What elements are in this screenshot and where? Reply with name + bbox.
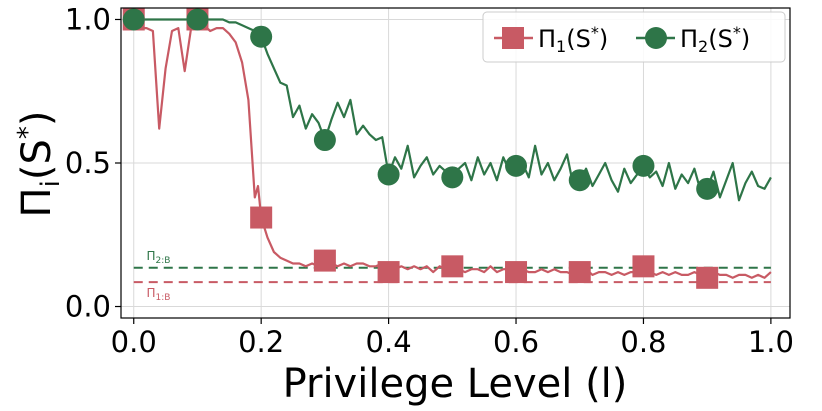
y-tick-label: 0.5: [65, 146, 111, 180]
series-2-marker: [313, 129, 336, 152]
legend-subscript-series-2: 2: [698, 37, 708, 56]
series-2-marker: [568, 169, 591, 192]
legend-superscript-series-2: *: [733, 23, 741, 42]
legend-marker-circle: [645, 27, 667, 49]
y-axis-label-symbol: Π: [14, 187, 60, 217]
legend-close-series-1: ): [599, 25, 608, 53]
series-2-marker: [377, 163, 400, 186]
y-axis-label-close: ): [14, 111, 60, 127]
series-1-marker: [313, 249, 336, 272]
series-2-marker: [632, 154, 655, 177]
series-1-marker: [250, 206, 273, 229]
series-2-marker: [505, 154, 528, 177]
legend-entry-series-2: Π2(S*): [636, 23, 750, 56]
legend-argument-series-2: (S: [708, 25, 733, 53]
legend-symbol-series-1: Π: [538, 25, 556, 53]
reference-label-symbol: Π: [146, 249, 155, 263]
reference-label-subscript: 2:B: [156, 256, 171, 266]
reference-label-subscript: 1:B: [156, 293, 171, 303]
series-1-marker: [696, 266, 719, 289]
x-tick-label: 0.4: [366, 325, 412, 359]
series-1-marker: [505, 261, 528, 284]
x-tick-label: 0.8: [620, 325, 666, 359]
series-markers: [122, 8, 719, 289]
x-tick-label: 0.0: [111, 325, 157, 359]
y-tick-label: 1.0: [65, 2, 111, 36]
legend: Π1(S*) Π2(S*): [482, 11, 786, 63]
series-line-2: [133, 18, 772, 202]
series-1-marker: [568, 261, 591, 284]
reference-label-series-2: Π2:B: [146, 249, 170, 266]
series-2-marker: [122, 8, 145, 31]
reference-label-series-1: Π1:B: [146, 286, 170, 303]
series-1-marker: [632, 255, 655, 278]
legend-entry-series-1: Π1(S*): [494, 23, 608, 56]
series-2-marker: [696, 177, 719, 200]
reference-label-symbol: Π: [146, 286, 155, 300]
legend-box: [482, 11, 786, 63]
series-2-marker: [186, 8, 209, 31]
legend-subscript-series-1: 1: [556, 37, 566, 56]
legend-symbol-series-2: Π: [680, 25, 698, 53]
legend-superscript-series-1: *: [591, 23, 599, 42]
legend-close-series-2: ): [741, 25, 750, 53]
y-tick-label: 0.0: [65, 290, 111, 324]
y-axis-label-superscript: *: [13, 126, 43, 139]
series-1-marker: [441, 255, 464, 278]
y-axis-label-subscript: i: [36, 180, 66, 187]
axis-ticks: 0.0 0.2 0.4 0.6 0.8 1.0 0.0 0.5 1.0: [65, 2, 794, 359]
series-2-marker: [441, 166, 464, 189]
y-axis-label-argument: (S: [14, 139, 60, 180]
series-1-marker: [377, 261, 400, 284]
x-tick-label: 1.0: [748, 325, 794, 359]
x-tick-label: 0.6: [493, 325, 539, 359]
series-2-marker: [250, 25, 273, 48]
legend-argument-series-1: (S: [566, 25, 591, 53]
legend-label-series-2: Π2(S*): [680, 23, 750, 56]
x-axis-label: Privilege Level (l): [283, 361, 628, 407]
y-axis-label: Πi(S*): [13, 111, 66, 218]
legend-marker-square: [502, 27, 524, 49]
x-tick-label: 0.2: [238, 325, 284, 359]
legend-label-series-1: Π1(S*): [538, 23, 608, 56]
